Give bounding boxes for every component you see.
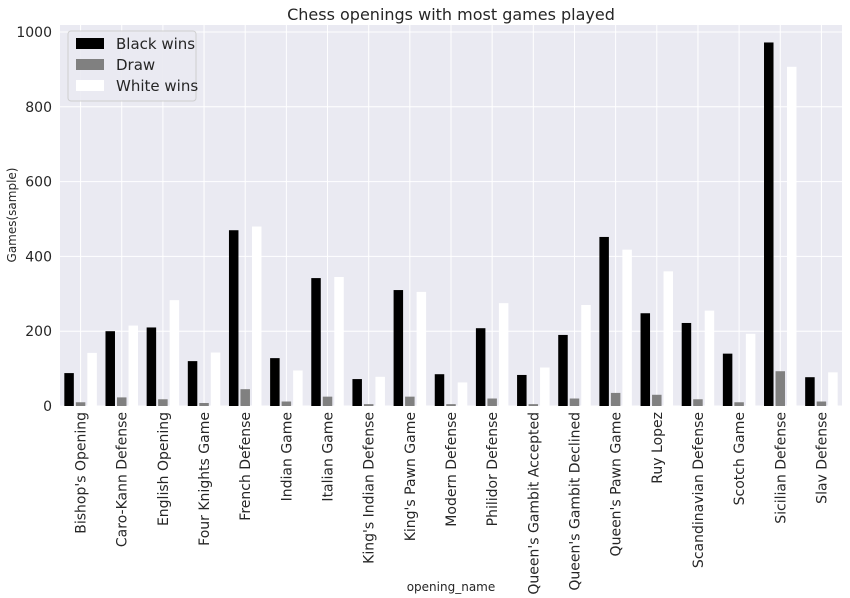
x-tick-label: King's Indian Defense xyxy=(362,412,378,564)
y-axis-label: Games(sample) xyxy=(5,168,19,263)
bar-black-wins xyxy=(352,379,362,406)
x-tick-label: Bishop's Opening xyxy=(74,412,90,534)
bar-draw xyxy=(405,396,415,406)
y-ticks: 0 200 400 600 800 1000 xyxy=(16,25,52,415)
bar-black-wins xyxy=(64,373,74,406)
bar-white-wins xyxy=(663,271,674,406)
bar-white-wins xyxy=(210,352,221,406)
bar-white-wins xyxy=(828,372,838,406)
x-tick-label: Queen's Gambit Declined xyxy=(567,412,583,591)
bar-black-wins xyxy=(434,374,445,406)
bar-black-wins xyxy=(475,328,486,406)
bar-draw xyxy=(158,399,168,406)
y-tick-label: 600 xyxy=(25,175,52,191)
legend-swatch xyxy=(76,80,104,91)
bar-draw xyxy=(734,402,744,406)
bar-black-wins xyxy=(187,361,198,406)
bar-white-wins xyxy=(293,370,303,406)
bar-white-wins xyxy=(87,352,97,406)
bar-black-wins xyxy=(681,322,692,406)
bar-draw xyxy=(322,396,333,406)
x-tick-label: King's Pawn Game xyxy=(403,412,419,541)
bar-white-wins xyxy=(416,291,427,406)
x-tick-label: Scotch Game xyxy=(732,412,748,505)
legend-label: Black wins xyxy=(116,35,195,53)
x-tick-label: Philidor Defense xyxy=(485,412,501,526)
y-tick-label: 200 xyxy=(25,324,52,340)
bar-draw xyxy=(610,392,621,406)
bar-draw xyxy=(693,399,703,406)
x-tick-label: French Defense xyxy=(238,412,254,521)
bar-white-wins xyxy=(498,303,509,406)
x-tick-label: Four Knights Game xyxy=(197,412,213,546)
x-tick-label: Caro-Kann Defense xyxy=(115,412,131,547)
bar-draw xyxy=(240,389,250,406)
bar-black-wins xyxy=(640,313,651,406)
bar-draw xyxy=(281,401,292,406)
bar-white-wins xyxy=(251,226,262,406)
bar-black-wins xyxy=(599,236,609,406)
x-tick-label: Ruy Lopez xyxy=(650,412,666,484)
bar-white-wins xyxy=(704,310,715,406)
x-ticks: Bishop's Opening Caro-Kann Defense English… xyxy=(74,412,831,595)
x-tick-label: Modern Defense xyxy=(444,412,460,527)
bar-draw xyxy=(446,404,456,406)
bar-white-wins xyxy=(128,325,138,406)
legend-label: Draw xyxy=(116,56,155,74)
bar-white-wins xyxy=(622,249,632,406)
x-tick-label: English Opening xyxy=(156,412,172,526)
legend-label: White wins xyxy=(116,77,198,95)
bar-black-wins xyxy=(558,334,568,406)
legend: Black wins Draw White wins xyxy=(67,30,198,102)
x-tick-label: Queen's Gambit Accepted xyxy=(526,412,542,595)
bar-white-wins xyxy=(745,333,756,406)
bar-black-wins xyxy=(805,377,815,406)
bar-draw xyxy=(363,404,374,406)
bars xyxy=(64,42,838,407)
x-tick-label: Slav Defense xyxy=(814,412,830,504)
bar-draw xyxy=(487,398,497,406)
bar-draw xyxy=(116,397,127,406)
bar-black-wins xyxy=(764,42,774,407)
bar-draw xyxy=(652,394,662,406)
y-tick-label: 800 xyxy=(25,100,52,116)
legend-swatch xyxy=(76,38,104,49)
x-tick-label: Indian Game xyxy=(279,412,295,501)
bar-draw xyxy=(775,371,786,406)
bar-black-wins xyxy=(393,290,404,406)
x-tick-label: Scandinavian Defense xyxy=(691,412,707,568)
bar-black-wins xyxy=(146,327,157,406)
bar-black-wins xyxy=(105,331,115,406)
y-tick-label: 0 xyxy=(43,399,52,415)
y-tick-label: 400 xyxy=(25,249,52,265)
bar-draw xyxy=(816,401,827,406)
legend-swatch xyxy=(76,59,104,70)
chart-title: Chess openings with most games played xyxy=(287,5,615,24)
bar-black-wins xyxy=(270,358,280,406)
bar-white-wins xyxy=(581,305,591,406)
bar-white-wins xyxy=(375,376,385,406)
bar-draw xyxy=(528,404,539,406)
bar-draw xyxy=(569,398,580,406)
bar-black-wins xyxy=(517,374,527,406)
bar-black-wins xyxy=(722,353,733,406)
bar-draw xyxy=(199,403,209,406)
y-tick-label: 1000 xyxy=(16,25,52,41)
bar-white-wins xyxy=(334,276,344,406)
bar-white-wins xyxy=(169,300,180,406)
bar-black-wins xyxy=(311,278,321,406)
bar-white-wins xyxy=(787,66,797,407)
x-axis-label: opening_name xyxy=(407,580,496,594)
x-tick-label: Italian Game xyxy=(321,412,337,502)
bar-white-wins xyxy=(457,382,468,406)
x-tick-label: Queen's Pawn Game xyxy=(609,412,625,556)
x-tick-label: Sicilian Defense xyxy=(773,412,789,524)
bar-white-wins xyxy=(540,367,550,406)
bar-draw xyxy=(75,402,86,406)
bar-black-wins xyxy=(228,230,239,406)
